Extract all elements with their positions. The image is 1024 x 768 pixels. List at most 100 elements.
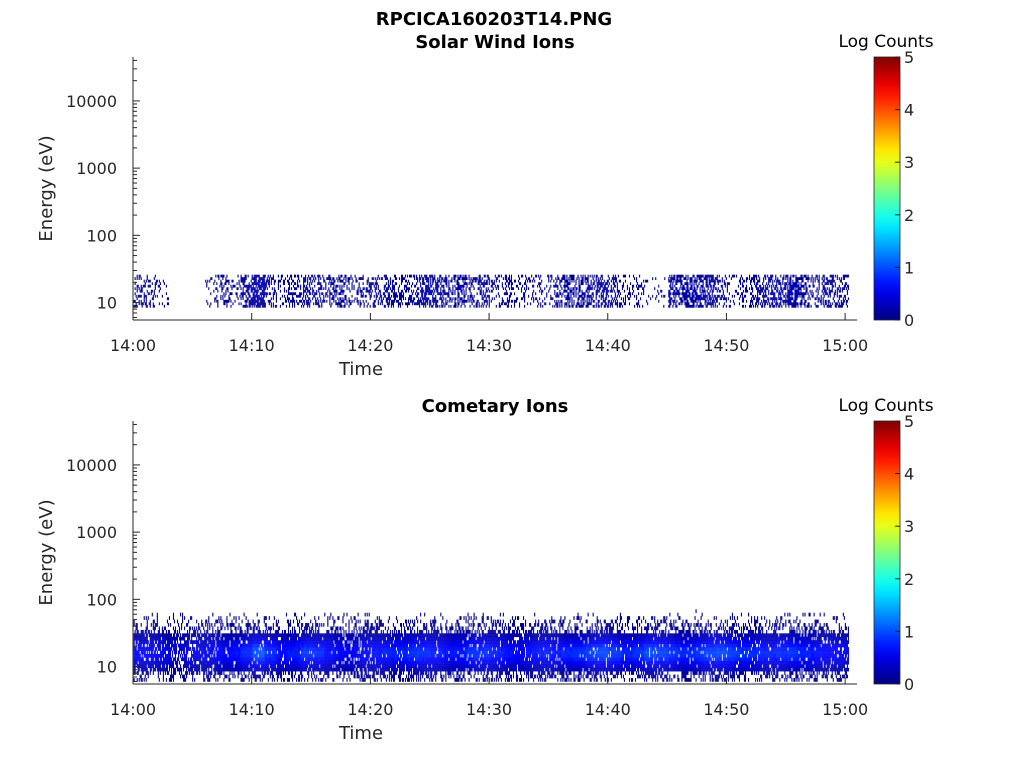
spectrogram-cell — [428, 279, 430, 283]
spectrogram-cell — [551, 274, 553, 278]
spectrogram-cell — [245, 277, 247, 280]
spectrogram-cell — [165, 647, 167, 651]
spectrogram-cell — [236, 657, 238, 662]
spectrogram-cell — [190, 647, 192, 651]
spectrogram-cell — [702, 274, 704, 278]
spectrogram-cell — [220, 616, 222, 620]
spectrogram-cell — [437, 284, 439, 288]
spectrogram-cell — [429, 287, 431, 291]
spectrogram-cell — [376, 294, 378, 298]
spectrogram-cell — [240, 297, 242, 301]
spectrogram-cell — [150, 647, 152, 651]
spectrogram-cell — [524, 292, 526, 296]
spectrogram-cell — [186, 650, 188, 655]
spectrogram-cell — [439, 292, 441, 296]
spectrogram-cell — [257, 643, 259, 648]
spectrogram-cell — [157, 660, 159, 665]
spectrogram-cell — [582, 274, 584, 278]
spectrogram-cell — [461, 292, 463, 296]
spectrogram-cell — [811, 274, 813, 278]
spectrogram-cell — [249, 667, 251, 672]
spectrogram-cell — [578, 277, 580, 280]
spectrogram-cell — [279, 279, 281, 283]
spectrogram-cell — [622, 284, 624, 288]
spectrogram-cell — [208, 660, 210, 665]
spectrogram-cell — [761, 304, 763, 308]
spectrogram-cell — [306, 299, 308, 303]
spectrogram-cell — [263, 284, 265, 288]
spectrogram-cell — [831, 302, 833, 306]
spectrogram-cell — [226, 299, 228, 303]
spectrogram-cell — [356, 279, 358, 283]
spectrogram-cell — [776, 289, 778, 293]
spectrogram-cell — [204, 657, 206, 662]
spectrogram-cell — [229, 633, 231, 638]
spectrogram-cell — [670, 277, 672, 280]
spectrogram-cell — [192, 660, 194, 665]
spectrogram-cell — [187, 636, 189, 641]
spectrogram-cell — [762, 304, 764, 308]
spectrogram-cell — [544, 302, 546, 306]
spectrogram-cell — [775, 274, 777, 278]
spectrogram-cell — [424, 294, 426, 298]
spectrogram-cell — [202, 650, 204, 655]
spectrogram-cell — [619, 292, 621, 296]
spectrogram-cell — [274, 289, 276, 293]
spectrogram-cell — [837, 287, 839, 291]
spectrogram-cell — [288, 287, 291, 291]
spectrogram-cell — [550, 274, 552, 278]
spectrogram-cell — [188, 667, 190, 672]
spectrogram-cell — [422, 277, 424, 280]
spectrogram-cell — [216, 657, 218, 662]
spectrogram-cell — [433, 279, 435, 283]
spectrogram-cell — [243, 292, 245, 296]
spectrogram-cell — [765, 284, 767, 288]
spectrogram-cell — [173, 667, 176, 672]
spectrogram-cell — [700, 297, 702, 301]
spectrogram-cell — [252, 671, 254, 675]
spectrogram-cell — [145, 297, 147, 301]
spectrogram-cell — [680, 274, 682, 278]
spectrogram-cell — [614, 277, 616, 280]
spectrogram-cell — [586, 302, 588, 306]
spectrogram-cell — [800, 289, 802, 293]
spectrogram-cell — [202, 633, 204, 638]
spectrogram-cell — [168, 643, 170, 648]
spectrogram-cell — [828, 279, 830, 283]
spectrogram-cell — [839, 287, 841, 291]
spectrogram-cell — [692, 274, 694, 278]
spectrogram-cell — [723, 302, 725, 306]
spectrogram-cell — [765, 292, 767, 296]
spectrogram-cell — [691, 287, 693, 291]
spectrogram-cell — [206, 653, 208, 658]
spectrogram-cell — [210, 671, 212, 675]
spectrogram-cell — [246, 653, 248, 658]
spectrogram-cell — [847, 284, 849, 288]
spectrogram-cell — [559, 302, 561, 306]
spectrogram-cell — [434, 277, 436, 280]
spectrogram-cell — [833, 299, 835, 303]
spectrogram-cell — [816, 287, 818, 291]
spectrogram-cell — [208, 643, 210, 648]
spectrogram-cell — [573, 289, 575, 293]
spectrogram-cell — [239, 643, 241, 648]
spectrogram-cell — [242, 647, 244, 651]
spectrogram-cell — [215, 636, 217, 641]
spectrogram-cell — [486, 289, 488, 293]
spectrogram-cell — [277, 282, 279, 286]
spectrogram-cell — [793, 287, 795, 291]
spectrogram-cell — [150, 633, 152, 638]
spectrogram-cell — [244, 650, 246, 655]
spectrogram-cell — [541, 279, 543, 283]
spectrogram-cell — [254, 299, 256, 303]
spectrogram-cell — [199, 633, 201, 638]
spectrogram-cell — [283, 279, 286, 283]
spectrogram-cell — [614, 274, 616, 278]
spectrogram-cell — [328, 277, 330, 280]
spectrogram-cell — [669, 302, 671, 306]
spectrogram-cell — [671, 274, 673, 278]
spectrogram-cell — [313, 294, 315, 298]
spectrogram-cell — [589, 294, 591, 298]
spectrogram-cell — [180, 664, 182, 669]
spectrogram-cell — [365, 299, 367, 303]
